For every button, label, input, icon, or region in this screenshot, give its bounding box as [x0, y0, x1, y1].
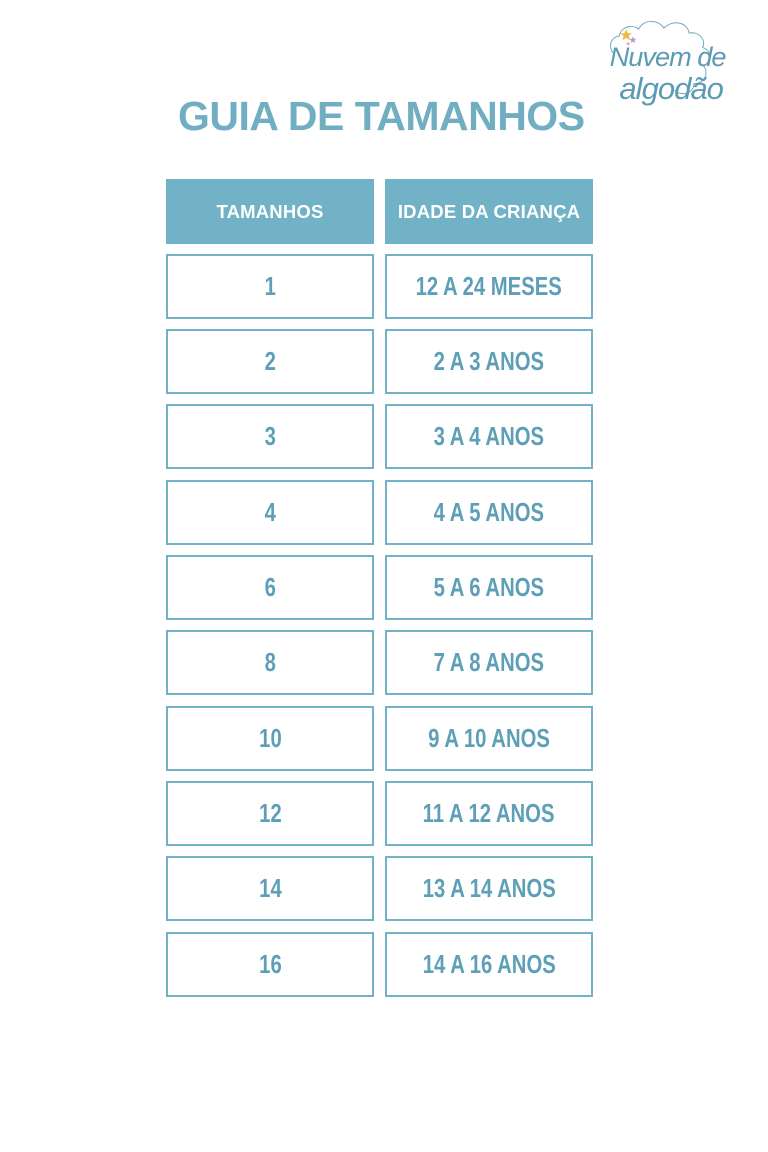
- svg-text:Nuvem de: Nuvem de: [610, 41, 727, 72]
- svg-text:algodão: algodão: [619, 71, 723, 106]
